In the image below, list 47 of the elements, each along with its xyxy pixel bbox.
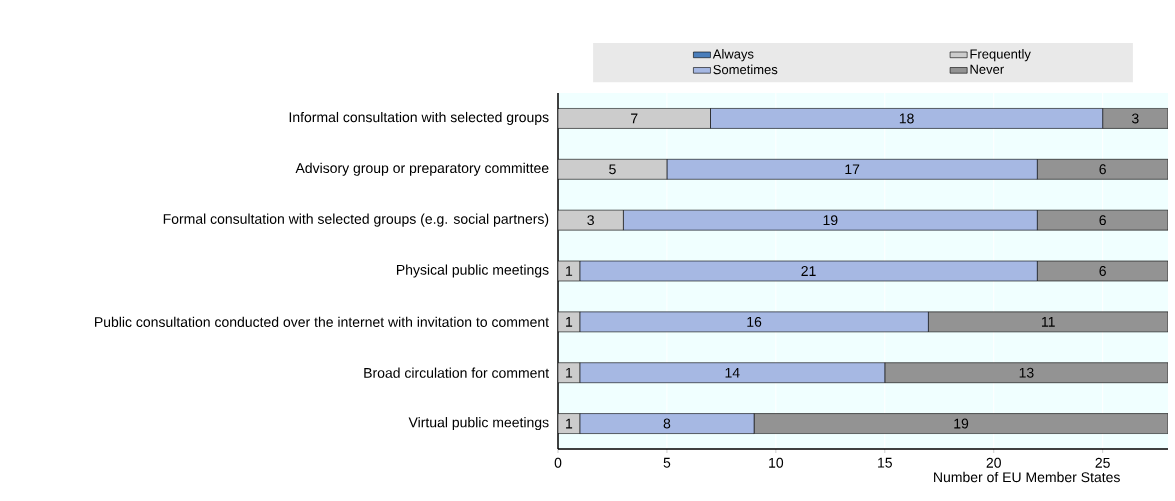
data-label: 14 bbox=[725, 367, 740, 378]
data-label: 1 bbox=[566, 418, 573, 429]
data-label: 5 bbox=[609, 164, 616, 175]
bar bbox=[558, 108, 711, 129]
y-tick-label: Broad circulation for comment bbox=[364, 367, 550, 378]
data-label: 6 bbox=[1099, 164, 1106, 175]
y-tick-label: Physical public meetings bbox=[396, 264, 549, 278]
bar bbox=[884, 362, 1168, 384]
data-label: 19 bbox=[823, 215, 838, 226]
legend-label: Frequently bbox=[970, 49, 1031, 62]
x-tick-label: 0 bbox=[554, 457, 562, 468]
data-label: 11 bbox=[1041, 317, 1055, 327]
y-tick-label: Virtual public meetings bbox=[408, 417, 549, 431]
legend-label: Never bbox=[970, 64, 1004, 74]
data-label: 13 bbox=[1019, 367, 1034, 378]
legend-label: Sometimes bbox=[713, 64, 778, 75]
x-axis-title: Number of EU Member States bbox=[934, 471, 1120, 483]
bar bbox=[1036, 158, 1168, 180]
y-tick-label: Public consultation conducted over the internet with invitation to comment bbox=[95, 316, 549, 328]
data-label: 19 bbox=[954, 418, 969, 429]
data-label: 21 bbox=[801, 266, 816, 276]
data-label: 1 bbox=[566, 317, 573, 327]
legend-label: Always bbox=[712, 49, 754, 62]
data-label: 1 bbox=[566, 367, 573, 378]
data-label: 6 bbox=[1099, 215, 1106, 226]
data-label: 16 bbox=[747, 316, 762, 327]
bar bbox=[558, 158, 668, 180]
data-label: 3 bbox=[587, 215, 594, 226]
data-label: 3 bbox=[1131, 113, 1139, 124]
y-tick-label: Informal consultation with selected groups bbox=[289, 111, 549, 125]
y-tick-label: Formal consultation with selected groups (e.g. social partners) bbox=[163, 213, 549, 227]
bar bbox=[1102, 108, 1168, 129]
data-label: 8 bbox=[663, 418, 671, 429]
y-tick-label: Advisory group or preparatory committee bbox=[295, 162, 549, 176]
data-label: 7 bbox=[631, 113, 638, 124]
data-label: 17 bbox=[845, 164, 860, 175]
bar bbox=[753, 413, 1168, 434]
data-label: 6 bbox=[1099, 266, 1106, 276]
x-tick-label: 5 bbox=[663, 457, 671, 468]
bar bbox=[558, 209, 624, 231]
data-label: 18 bbox=[899, 113, 914, 124]
x-tick-label: 25 bbox=[1095, 457, 1110, 468]
x-tick-label: 15 bbox=[878, 457, 892, 468]
data-label: 1 bbox=[566, 266, 573, 276]
x-tick-label: 10 bbox=[769, 457, 784, 468]
bar bbox=[1036, 209, 1168, 231]
x-tick-label: 20 bbox=[986, 457, 1001, 468]
